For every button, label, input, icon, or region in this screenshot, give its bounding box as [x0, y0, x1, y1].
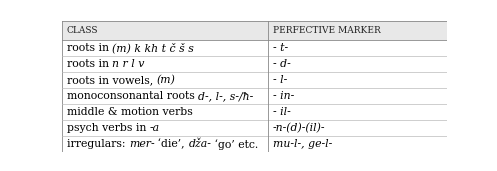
Text: ‘die’,: ‘die’,: [155, 139, 188, 149]
Text: middle & motion verbs: middle & motion verbs: [67, 107, 192, 117]
Text: roots in: roots in: [67, 43, 112, 53]
Text: mer-: mer-: [129, 139, 155, 149]
Text: d-, l-, s-/ħ-: d-, l-, s-/ħ-: [198, 91, 253, 101]
Text: roots in vowels,: roots in vowels,: [67, 75, 157, 85]
Bar: [62, 72, 447, 88]
Text: n r l v: n r l v: [112, 59, 145, 69]
Text: monoconsonantal roots: monoconsonantal roots: [67, 91, 198, 101]
Bar: [62, 21, 447, 40]
Text: (m): (m): [157, 75, 175, 85]
Text: roots in: roots in: [67, 59, 112, 69]
Text: - in-: - in-: [273, 91, 294, 101]
Text: -n-(d)-(il)-: -n-(d)-(il)-: [273, 123, 326, 133]
Text: - t-: - t-: [273, 43, 288, 53]
Text: ‘go’ etc.: ‘go’ etc.: [211, 139, 258, 149]
Text: -a: -a: [150, 123, 160, 133]
Text: CLASS: CLASS: [67, 26, 98, 35]
Bar: [62, 88, 447, 104]
Text: - d-: - d-: [273, 59, 291, 69]
Bar: [62, 104, 447, 120]
Bar: [62, 136, 447, 152]
Text: psych verbs in: psych verbs in: [67, 123, 150, 133]
Bar: [62, 40, 447, 56]
Text: PERFECTIVE MARKER: PERFECTIVE MARKER: [273, 26, 381, 35]
Text: mu-l-, ge-l-: mu-l-, ge-l-: [273, 139, 332, 149]
Bar: [62, 120, 447, 136]
Text: irregulars:: irregulars:: [67, 139, 129, 149]
Text: - l-: - l-: [273, 75, 287, 85]
Text: (m) k kh t č š s: (m) k kh t č š s: [112, 42, 194, 53]
Bar: [62, 56, 447, 72]
Text: dža-: dža-: [188, 139, 211, 149]
Text: - il-: - il-: [273, 107, 291, 117]
